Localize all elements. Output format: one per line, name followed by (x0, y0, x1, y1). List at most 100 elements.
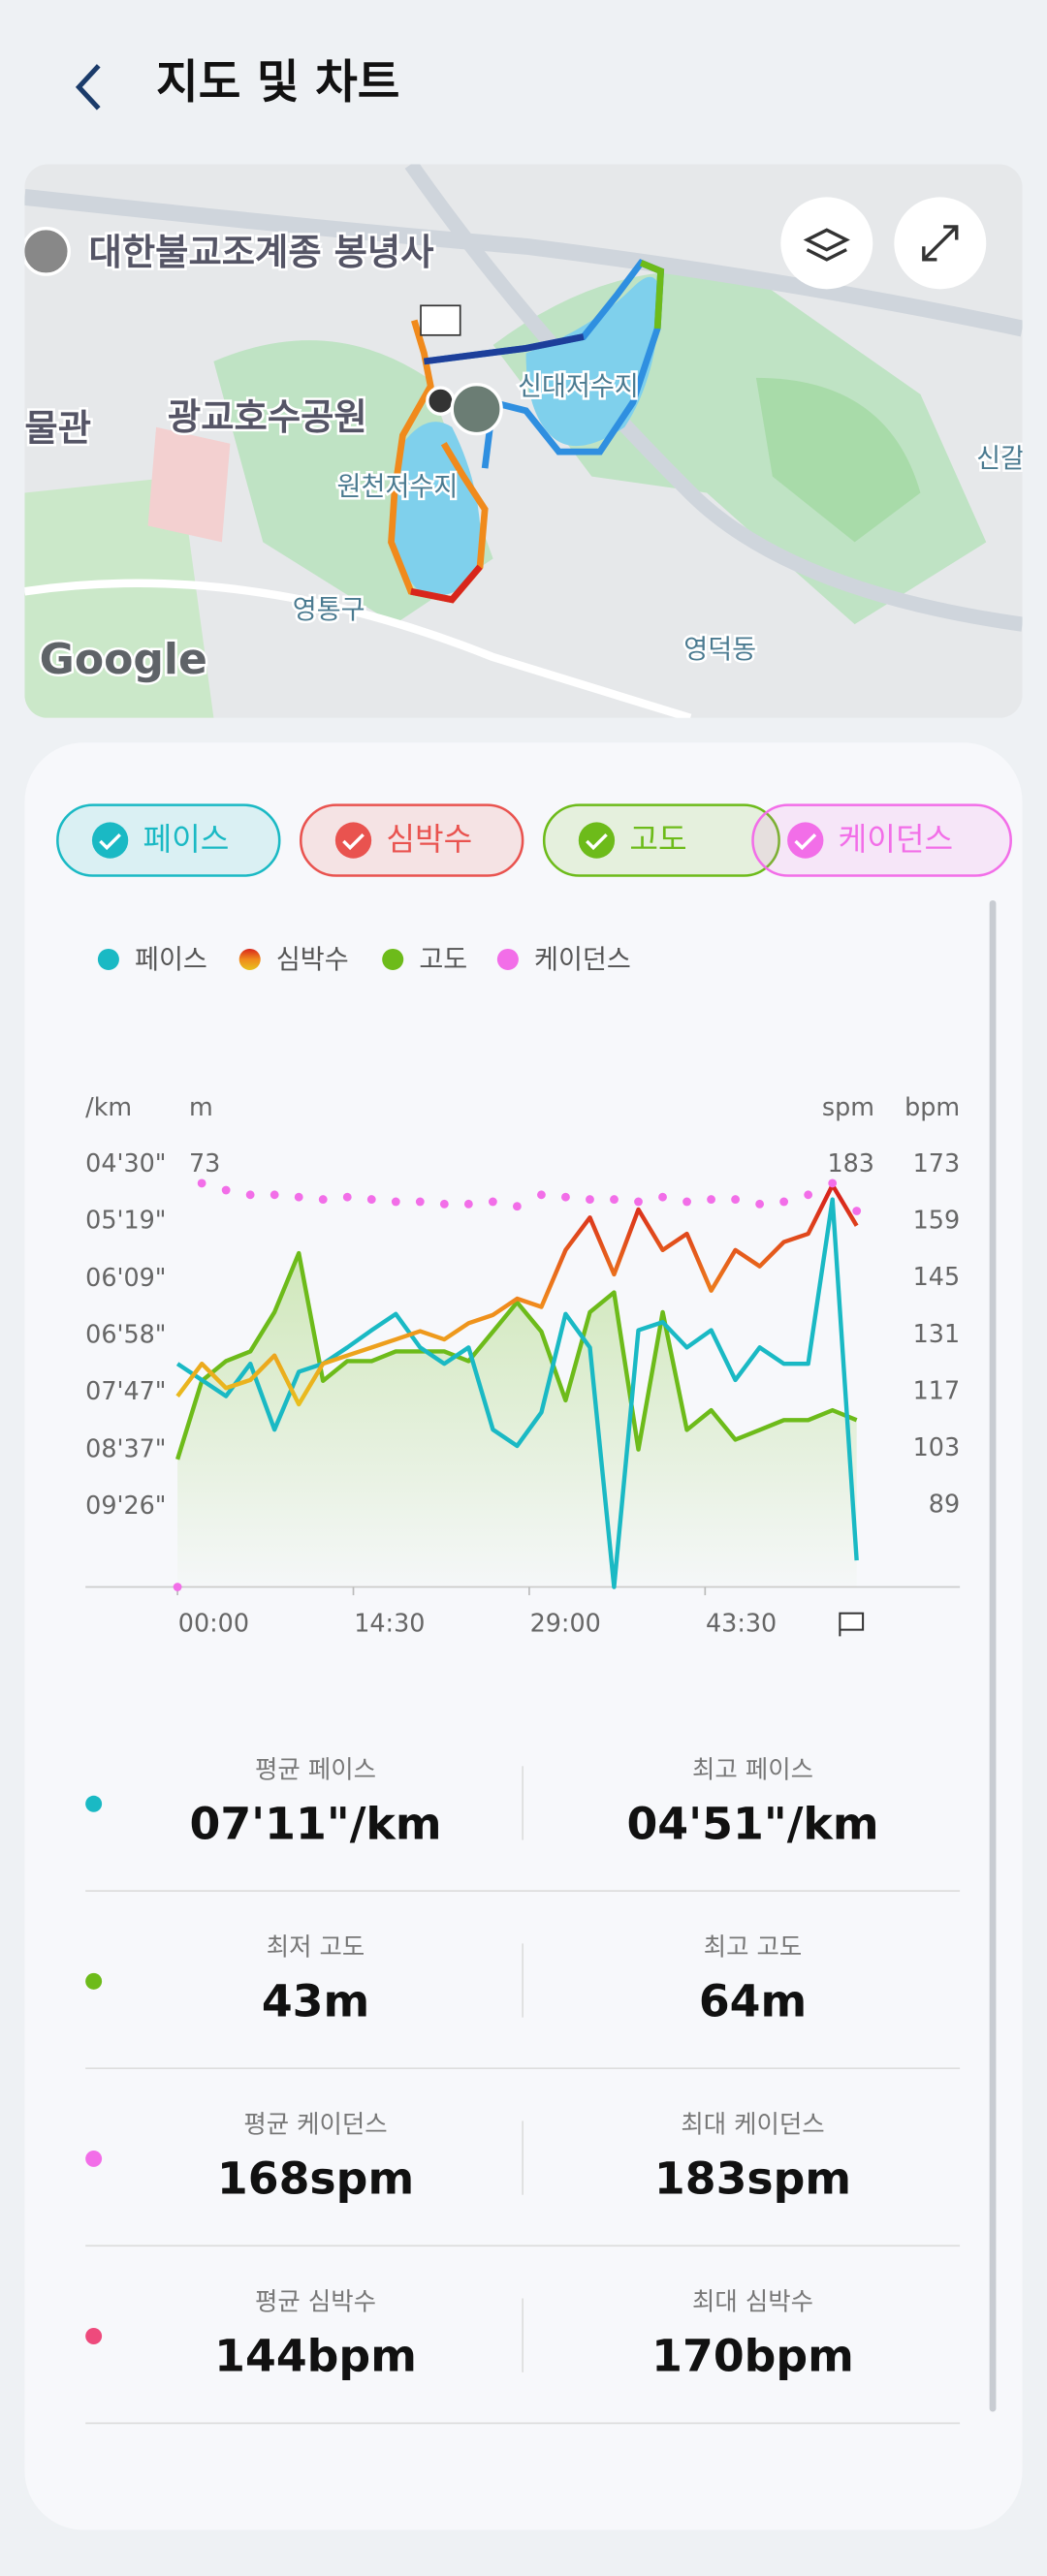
stat-label: 평균 케이던스 (243, 2110, 387, 2139)
toggle-check[interactable] (334, 822, 372, 859)
legend-label: 심박수 (276, 945, 349, 975)
y-tick-label: 145 (913, 1262, 961, 1291)
stat-value: 144bpm (214, 2331, 417, 2382)
scrollbar (989, 899, 997, 2412)
cadence-dot (391, 1197, 400, 1207)
stat-label: 평균 페이스 (255, 1754, 376, 1783)
cadence-dot (586, 1195, 594, 1204)
map[interactable]: 대한불교조계종 봉녕사 광교호수공원 신대저수지 원천저수지 영통구 영덕동 물… (23, 164, 1025, 718)
series-line (175, 1250, 858, 1461)
stat-dot (85, 1972, 103, 1990)
cadence-dot (221, 1185, 231, 1195)
y-tick-label: 103 (913, 1432, 961, 1461)
stat-value: 64m (699, 1976, 807, 2027)
legend-label: 케이던스 (534, 945, 631, 975)
axis-unit: bpm (904, 1092, 960, 1121)
x-tick-label: 29:00 (530, 1609, 601, 1638)
toggle-pill[interactable] (542, 803, 780, 877)
cadence-dot (682, 1197, 691, 1207)
cadence-dot (270, 1190, 279, 1200)
cadence-dot (512, 1202, 522, 1211)
axis-unit: spm (822, 1092, 874, 1121)
map-label: 대한불교조계종 봉녕사 (89, 231, 434, 273)
series-toggle[interactable]: 케이던스 (751, 803, 1012, 877)
map-label: 신갈 (976, 444, 1025, 474)
stat-label: 최고 고도 (704, 1932, 803, 1961)
chart-card (24, 742, 1023, 2530)
check-icon (794, 832, 817, 851)
stat-dot (85, 2328, 103, 2344)
y-tick-label: 06'58" (85, 1320, 166, 1349)
map-label: 신대저수지 (518, 372, 639, 402)
cadence-dot (415, 1197, 425, 1207)
stat-value: 168spm (217, 2153, 414, 2205)
y-tick-label: 05'19" (85, 1205, 166, 1234)
y-tick-label: 183 (827, 1148, 874, 1178)
stat-label: 최대 케이던스 (681, 2110, 824, 2139)
toggle-label[interactable]: 심박수 (386, 821, 472, 858)
map-attribution: Google (40, 635, 207, 684)
stat-value: 07'11"/km (189, 1799, 441, 1850)
y-tick-label: 117 (913, 1375, 961, 1404)
cadence-dot (342, 1192, 352, 1202)
check-icon (586, 832, 608, 851)
y-tick-label: 07'47" (85, 1376, 166, 1405)
toggle-check[interactable] (578, 822, 616, 859)
cadence-dot (852, 1207, 862, 1215)
check-icon (99, 832, 121, 851)
y-tick-label: 06'09" (85, 1263, 166, 1292)
toggle-check[interactable] (91, 822, 129, 859)
back-button[interactable] (75, 64, 101, 110)
stat-value: 170bpm (651, 2331, 854, 2382)
map-label: 영통구 (293, 595, 365, 625)
cadence-dot (245, 1190, 255, 1200)
legend-marker (496, 948, 519, 970)
series-toggle[interactable]: 페이스 (56, 803, 281, 877)
legend-label: 페이스 (135, 945, 207, 975)
stat-dot (85, 1795, 103, 1812)
y-tick-label: 08'37" (85, 1434, 166, 1463)
cadence-dot (561, 1192, 570, 1202)
layers-button[interactable] (780, 197, 873, 290)
x-tick-label: 14:30 (354, 1609, 425, 1638)
cadence-dot (537, 1190, 546, 1200)
toggle-pill[interactable] (751, 803, 1012, 877)
cadence-dot (755, 1199, 765, 1209)
stat-dot (85, 2150, 103, 2167)
y-tick-label: 09'26" (85, 1491, 166, 1520)
finish-flag (839, 1612, 865, 1637)
map-label: 물관 (24, 407, 91, 450)
cadence-dot (463, 1199, 473, 1209)
series-line (175, 1182, 859, 1407)
series-toggle[interactable]: 고도 (542, 803, 780, 877)
stat-label: 최고 페이스 (692, 1754, 813, 1783)
stat-label: 최대 심박수 (692, 2287, 813, 2316)
cadence-dot (366, 1195, 376, 1204)
toggle-check[interactable] (787, 822, 824, 859)
legend-marker (97, 948, 119, 970)
page-title: 지도 및 차트 (156, 56, 399, 110)
stat-value: 43m (262, 1976, 369, 2027)
cadence-dot (731, 1195, 741, 1204)
series-toggle[interactable]: 심박수 (299, 803, 524, 877)
cadence-dot (634, 1197, 643, 1207)
toggle-label[interactable]: 케이던스 (839, 821, 954, 858)
check-icon (342, 832, 365, 851)
map-label: 원천저수지 (337, 472, 459, 502)
toggle-label[interactable]: 페이스 (143, 821, 230, 858)
cadence-dot (828, 1178, 838, 1188)
cadence-dot (439, 1199, 449, 1209)
cadence-dot (779, 1197, 789, 1207)
cadence-dot (610, 1195, 619, 1204)
map-label: 광교호수공원 (168, 395, 367, 438)
map-label: 영덕동 (683, 635, 756, 665)
toggle-label[interactable]: 고도 (629, 821, 686, 858)
cadence-dot (173, 1583, 182, 1591)
stat-value: 183spm (654, 2153, 851, 2205)
y-tick-label: 173 (913, 1148, 961, 1178)
legend-marker (238, 948, 261, 970)
cadence-dot (197, 1178, 206, 1188)
y-tick-label: 04'30" (85, 1148, 166, 1178)
